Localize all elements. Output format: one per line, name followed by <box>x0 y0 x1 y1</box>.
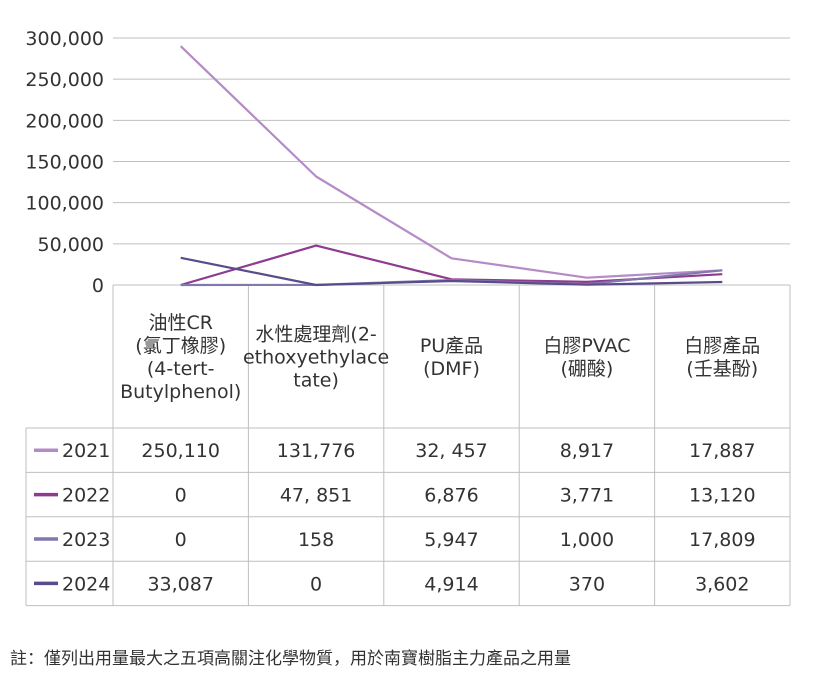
series-line-2024 <box>180 256 723 287</box>
legend-label: 2024 <box>62 573 110 595</box>
category-label: Butylphenol) <box>120 381 241 403</box>
data-label: 5,947 <box>424 529 478 551</box>
category-label: 白膠PVAC <box>543 335 630 357</box>
category-label: (4-tert- <box>147 358 215 380</box>
data-label: 32, 457 <box>415 440 488 462</box>
y-tick-label: 250,000 <box>25 69 104 91</box>
category-label: (硼酸) <box>560 358 613 380</box>
data-label: 3,771 <box>560 485 614 507</box>
category-label: 水性處理劑(2- <box>255 324 376 346</box>
legend-label: 2021 <box>62 440 110 462</box>
data-label: 6,876 <box>424 485 478 507</box>
category-label: tate) <box>293 370 339 392</box>
data-label: 17,809 <box>689 529 755 551</box>
data-label: 158 <box>298 529 334 551</box>
y-tick-label: 0 <box>92 275 104 297</box>
category-label: (DMF) <box>423 358 480 380</box>
data-label: 0 <box>175 529 187 551</box>
series-line-2021 <box>179 45 723 279</box>
data-label: 33,087 <box>147 573 213 595</box>
legend-label: 2023 <box>62 529 110 551</box>
y-tick-label: 200,000 <box>25 110 104 132</box>
data-label: 0 <box>310 573 322 595</box>
data-label: 3,602 <box>695 573 749 595</box>
y-tick-label: 100,000 <box>25 193 104 215</box>
category-label: (氯丁橡膠) <box>135 335 226 357</box>
data-label: 13,120 <box>689 485 755 507</box>
data-label: 370 <box>569 573 605 595</box>
category-label: ethoxyethylace <box>243 347 389 369</box>
y-tick-label: 50,000 <box>38 234 104 256</box>
category-label: PU產品 <box>420 335 483 357</box>
y-tick-label: 150,000 <box>25 152 104 174</box>
legend-label: 2022 <box>62 485 110 507</box>
category-label: 白膠產品 <box>684 335 760 357</box>
data-label: 1,000 <box>560 529 614 551</box>
data-label: 8,917 <box>560 440 614 462</box>
data-label: 4,914 <box>424 573 478 595</box>
line-chart: 0 50,000 100,000 150,000 200,000 250,000 300,0… <box>25 28 791 607</box>
category-label: 油性CR <box>148 312 212 334</box>
y-tick-label: 300,000 <box>25 28 104 50</box>
footnote: 註：僅列出用量最大之五項高關注化學物質，用於南寶樹脂主力產品之用量 <box>10 649 571 669</box>
data-label: 17,887 <box>689 440 755 462</box>
data-label: 250,110 <box>141 440 220 462</box>
data-label: 131,776 <box>277 440 356 462</box>
category-label: (壬基酚) <box>686 358 758 380</box>
data-label: 0 <box>175 485 187 507</box>
data-label: 47, 851 <box>280 485 353 507</box>
